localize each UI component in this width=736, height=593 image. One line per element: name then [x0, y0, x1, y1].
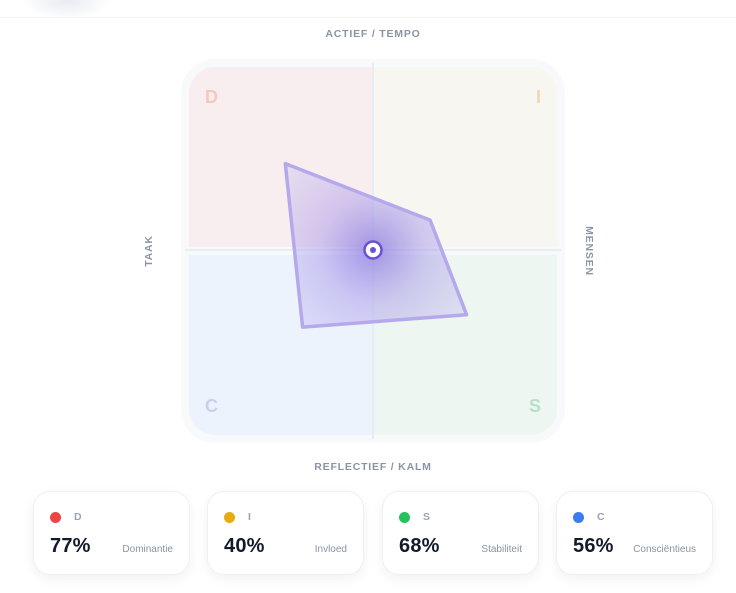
score-card-s: S 68% Stabiliteit [382, 491, 539, 575]
axis-label-bottom: REFLECTIEF / KALM [314, 461, 432, 473]
disc-quadrant-chart: D I C S [181, 59, 565, 443]
header-shadow [22, 0, 112, 20]
axis-label-right: MENSEN [583, 226, 595, 276]
card-style-name: Stabiliteit [481, 544, 522, 555]
axis-label-left: TAAK [143, 235, 155, 267]
quadrant-i-letter: I [535, 87, 541, 107]
card-letter: C [597, 511, 605, 523]
disc-profile-plot [185, 63, 561, 439]
card-percentage: 77% [50, 535, 91, 557]
card-letter: I [248, 511, 251, 523]
status-dot-icon [50, 512, 61, 523]
center-target-icon [363, 240, 383, 260]
header-divider [0, 17, 736, 18]
status-dot-icon [573, 512, 584, 523]
card-percentage: 56% [573, 535, 614, 557]
card-style-name: Consciëntieus [633, 544, 696, 555]
card-letter: D [74, 511, 82, 523]
quadrant-d-letter: D [205, 87, 218, 107]
quadrant-c-letter: C [205, 396, 218, 416]
score-card-d: D 77% Dominantie [33, 491, 190, 575]
card-style-name: Dominantie [122, 544, 173, 555]
card-percentage: 40% [224, 535, 265, 557]
score-card-i: I 40% Invloed [207, 491, 364, 575]
card-style-name: Invloed [314, 544, 347, 555]
card-percentage: 68% [399, 535, 440, 557]
quadrant-s-letter: S [528, 396, 541, 416]
score-card-c: C 56% Consciëntieus [556, 491, 713, 575]
axis-label-top: ACTIEF / TEMPO [325, 28, 421, 40]
status-dot-icon [399, 512, 410, 523]
status-dot-icon [224, 512, 235, 523]
card-letter: S [423, 511, 431, 523]
